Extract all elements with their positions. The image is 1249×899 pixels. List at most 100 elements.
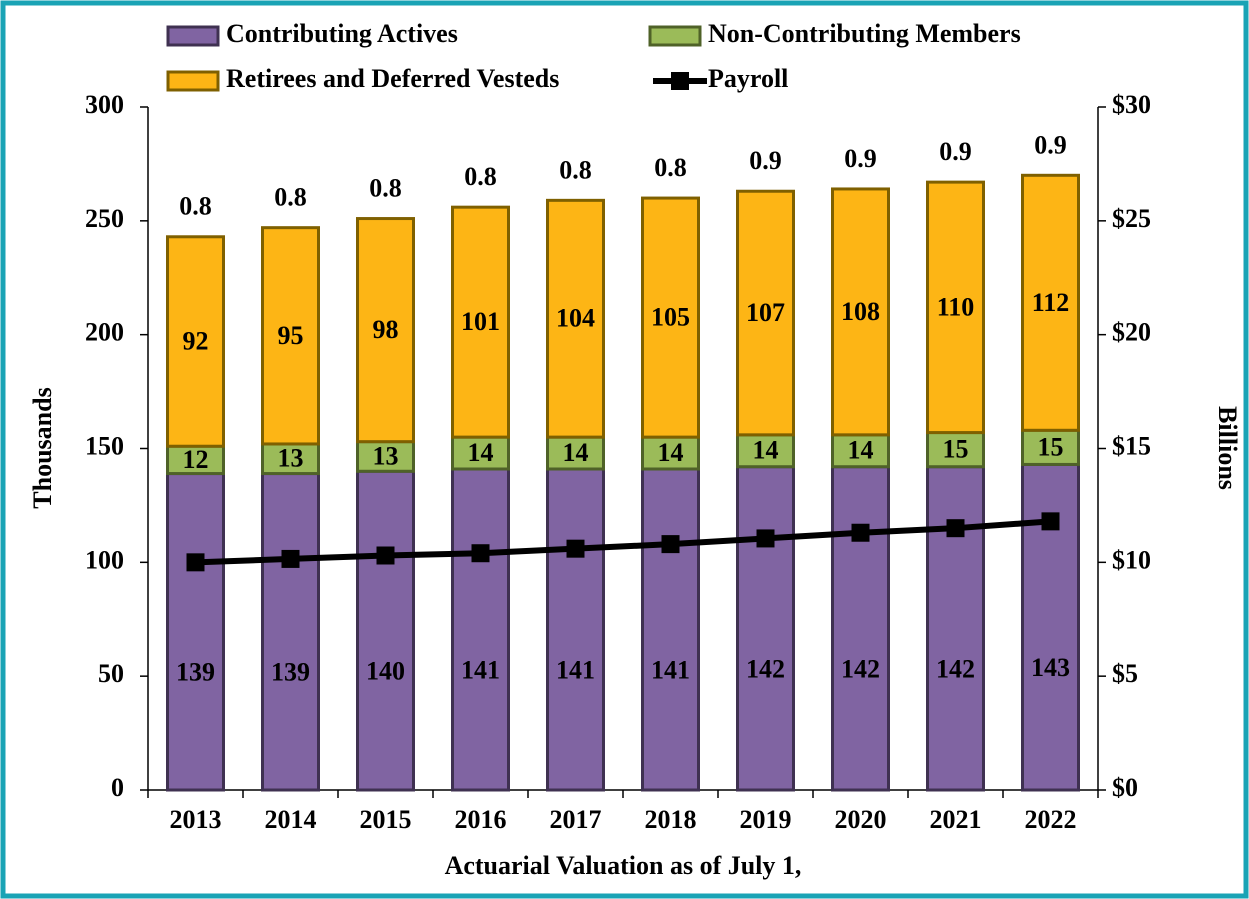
top-label: 0.9 [844, 144, 877, 173]
bar-segment [831, 465, 890, 792]
x-tick-label: 2016 [455, 805, 507, 834]
data-label: 104 [556, 304, 595, 333]
data-label: 15 [1038, 432, 1064, 461]
y2-tick-label: $15 [1112, 431, 1151, 460]
legend-label: Payroll [708, 64, 788, 93]
x-axis-label: Actuarial Valuation as of July 1, [445, 851, 802, 880]
data-label: 14 [563, 438, 589, 467]
data-label: 143 [1031, 653, 1070, 682]
x-tick-label: 2018 [645, 805, 697, 834]
bar-segment [261, 226, 320, 446]
y2-tick-label: $20 [1112, 318, 1151, 347]
bar-segment [451, 205, 510, 439]
y2-tick-label: $30 [1112, 90, 1151, 119]
data-label: 14 [658, 438, 684, 467]
data-label: 101 [461, 307, 500, 336]
line-marker [661, 535, 680, 554]
line-marker [851, 523, 870, 542]
top-label: 0.8 [369, 174, 402, 203]
data-label: 108 [841, 297, 880, 326]
y-tick-label: 0 [111, 773, 124, 802]
legend-swatch [166, 25, 220, 47]
data-label: 12 [183, 445, 209, 474]
top-label: 0.9 [939, 137, 972, 166]
bar-segment [166, 472, 225, 792]
bar-segment [736, 189, 795, 437]
bar-segment [641, 196, 700, 439]
data-label: 107 [746, 298, 785, 327]
bar-segment [926, 431, 985, 469]
x-tick-label: 2013 [170, 805, 222, 834]
line-marker [566, 539, 585, 558]
y2-tick-label: $5 [1112, 659, 1138, 688]
bar-segment [356, 217, 415, 444]
y-tick-label: 300 [85, 90, 124, 119]
bar-segment [451, 467, 510, 792]
x-tick-label: 2021 [930, 805, 982, 834]
x-tick-label: 2015 [360, 805, 412, 834]
bar-segment [546, 467, 605, 792]
top-label: 0.8 [179, 192, 212, 221]
x-tick-label: 2022 [1025, 805, 1077, 834]
data-label: 98 [373, 315, 399, 344]
bar-segment [641, 467, 700, 792]
data-label: 142 [936, 654, 975, 683]
data-label: 112 [1032, 288, 1070, 317]
bar-segment [926, 465, 985, 792]
line-marker [946, 519, 965, 538]
bar-segment [166, 235, 225, 448]
data-label: 14 [468, 438, 494, 467]
x-tick-label: 2019 [740, 805, 792, 834]
data-label: 139 [176, 658, 215, 687]
top-label: 0.8 [464, 162, 497, 191]
data-label: 141 [556, 655, 595, 684]
data-label: 14 [848, 436, 874, 465]
data-label: 139 [271, 658, 310, 687]
line-marker [1041, 512, 1060, 531]
top-label: 0.8 [654, 153, 687, 182]
legend-swatch [648, 25, 702, 47]
top-label: 0.8 [274, 183, 307, 212]
data-label: 140 [366, 657, 405, 686]
y2-axis-label: Billions [1213, 406, 1242, 490]
data-label: 13 [278, 444, 304, 473]
data-label: 105 [651, 303, 690, 332]
bar-segment [831, 433, 890, 469]
line-marker [281, 549, 300, 568]
bar-segment [641, 435, 700, 471]
x-tick-label: 2020 [835, 805, 887, 834]
data-label: 95 [278, 321, 304, 350]
data-label: 92 [183, 326, 209, 355]
x-tick-label: 2017 [550, 805, 602, 834]
legend-label: Retirees and Deferred Vesteds [226, 64, 559, 93]
bar-segment [831, 187, 890, 437]
y-tick-label: 200 [85, 318, 124, 347]
data-label: 142 [746, 654, 785, 683]
y2-tick-label: $10 [1112, 545, 1151, 574]
bar-segment [1021, 173, 1080, 432]
data-label: 141 [651, 655, 690, 684]
bar-segment [926, 180, 985, 435]
legend-label: Non-Contributing Members [708, 19, 1021, 48]
data-label: 141 [461, 655, 500, 684]
x-tick-label: 2014 [265, 805, 317, 834]
line [195, 518, 1051, 566]
y-axis-label: Thousands [28, 387, 57, 508]
bar-segment [356, 469, 415, 792]
legend-swatch [166, 70, 220, 92]
top-label: 0.9 [749, 146, 782, 175]
line-marker [756, 529, 775, 548]
data-label: 15 [943, 435, 969, 464]
legend-marker [671, 72, 689, 90]
data-label: 142 [841, 654, 880, 683]
line-marker [376, 546, 395, 565]
y-tick-label: 100 [85, 545, 124, 574]
y2-tick-label: $0 [1112, 773, 1138, 802]
line-marker [471, 544, 490, 563]
y2-tick-label: $25 [1112, 204, 1151, 233]
bar-segment [546, 435, 605, 471]
top-label: 0.9 [1034, 130, 1067, 159]
bar-segment [546, 198, 605, 439]
y-tick-label: 150 [85, 431, 124, 460]
